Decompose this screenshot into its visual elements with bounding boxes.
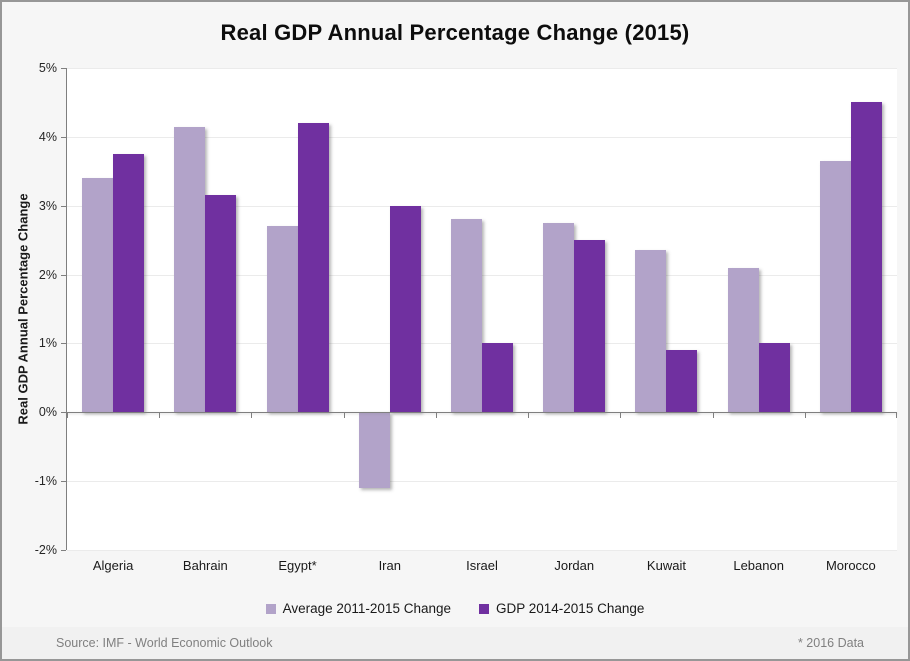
- bar-gdp-Egypt: [297, 123, 329, 413]
- bar-average-Lebanon: [727, 267, 759, 413]
- footer: Source: IMF - World Economic Outlook * 2…: [2, 627, 908, 659]
- source-note: Source: IMF - World Economic Outlook: [56, 636, 273, 650]
- legend: Average 2011-2015 Change GDP 2014-2015 C…: [2, 601, 908, 616]
- bar-gdp-Kuwait: [666, 350, 698, 413]
- y-tick-label: -1%: [34, 474, 57, 489]
- bar-average-Iran: [358, 412, 390, 489]
- bar-gdp-Algeria: [113, 154, 145, 413]
- bar-average-Egypt: [266, 226, 298, 413]
- bar-gdp-Morocco: [850, 102, 882, 413]
- legend-label-average: Average 2011-2015 Change: [282, 601, 451, 616]
- bar-gdp-Jordan: [574, 240, 606, 413]
- x-axis-tick: [343, 413, 345, 419]
- plot-area: 5% 4% 3% 2% 1% 0% -1% -2% Algeria Bahrain Egypt* Ir…: [35, 61, 897, 573]
- y-axis-tick: [61, 412, 66, 414]
- gridline: [67, 68, 897, 69]
- legend-swatch-average-icon: [265, 603, 276, 614]
- y-axis-title: Real GDP Annual Percentage Change: [15, 193, 31, 425]
- y-axis-tick: [61, 274, 66, 276]
- bar-average-Kuwait: [635, 250, 667, 413]
- y-tick-label: 0%: [38, 405, 57, 420]
- bar-gdp-Lebanon: [758, 343, 790, 413]
- gridline: [67, 205, 897, 207]
- y-tick-label: 1%: [38, 336, 57, 351]
- x-category-label: Israel: [466, 558, 498, 573]
- y-axis-line: [66, 68, 67, 550]
- y-tick-label: 3%: [38, 198, 57, 213]
- x-axis-tick: [435, 413, 437, 419]
- bar-average-Jordan: [543, 222, 575, 413]
- bar-average-Algeria: [82, 178, 114, 413]
- y-tick-label: 4%: [38, 129, 57, 144]
- asterisk-note: * 2016 Data: [797, 636, 864, 650]
- legend-item-average: Average 2011-2015 Change: [265, 601, 451, 616]
- y-axis-tick: [61, 136, 66, 138]
- legend-label-gdp: GDP 2014-2015 Change: [496, 601, 645, 616]
- bar-average-Israel: [451, 219, 482, 413]
- gridline: [67, 550, 897, 551]
- bar-gdp-Israel: [482, 343, 513, 413]
- y-axis-tick: [61, 481, 66, 483]
- x-axis-tick: [159, 413, 161, 419]
- x-axis-tick: [251, 413, 253, 419]
- y-tick-label: 2%: [38, 267, 57, 282]
- legend-item-gdp: GDP 2014-2015 Change: [479, 601, 644, 616]
- bar-average-Morocco: [819, 160, 851, 413]
- bar-average-Bahrain: [174, 126, 206, 413]
- y-axis-tick: [61, 343, 66, 345]
- x-axis-tick: [620, 413, 622, 419]
- x-axis-tick: [712, 413, 714, 419]
- x-axis-tick: [896, 413, 897, 419]
- x-category-label: Kuwait: [646, 558, 686, 573]
- x-category-label: Iran: [378, 558, 401, 573]
- bar-gdp-Iran: [389, 205, 421, 413]
- x-category-label: Morocco: [825, 558, 876, 573]
- x-axis-tick: [804, 413, 806, 419]
- chart-title: Real GDP Annual Percentage Change (2015): [220, 20, 690, 45]
- x-category-label: Algeria: [92, 558, 134, 573]
- x-axis-tick: [528, 413, 530, 419]
- x-category-label: Jordan: [554, 558, 595, 573]
- gridline: [67, 136, 897, 138]
- gridline: [67, 274, 897, 276]
- gridline: [67, 481, 897, 483]
- y-axis-tick: [61, 550, 66, 551]
- y-tick-label: 5%: [38, 61, 57, 75]
- x-category-label: Lebanon: [733, 558, 784, 573]
- bar-gdp-Bahrain: [205, 195, 237, 413]
- x-axis-line: [66, 412, 897, 414]
- y-axis-tick: [61, 68, 66, 69]
- x-category-label: Egypt*: [278, 558, 317, 573]
- y-tick-label: -2%: [34, 543, 57, 557]
- x-axis-tick: [67, 413, 68, 419]
- x-category-label: Bahrain: [182, 558, 228, 573]
- y-axis-tick: [61, 205, 66, 207]
- legend-swatch-gdp-icon: [479, 603, 489, 614]
